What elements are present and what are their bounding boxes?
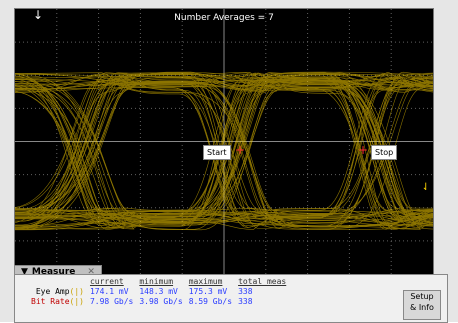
eye-amp-text: Eye Amp (35, 287, 70, 296)
eye-trace (15, 79, 433, 228)
eye-trace (15, 81, 433, 220)
start-marker-label[interactable]: Start (203, 145, 231, 160)
eye-amp-minimum: 148.3 mV (139, 287, 178, 296)
stop-marker-label[interactable]: Stop (371, 145, 398, 160)
header-minimum: minimum (139, 277, 174, 286)
eye-trace (15, 207, 433, 225)
eye-trace (15, 90, 433, 230)
number-averages-text: Number Averages = (174, 13, 266, 23)
eye-trace (15, 80, 433, 231)
setup-info-button[interactable]: Setup & Info (403, 290, 441, 320)
bit-rate-minimum: 3.98 Gb/s (139, 297, 183, 306)
bit-rate-maximum: 8.59 Gb/s (188, 297, 233, 306)
marker-swatch-icon: (|) (69, 297, 84, 306)
bit-rate-text: Bit Rate (31, 297, 70, 306)
bit-rate-current: 7.98 Gb/s (89, 297, 134, 306)
eye-amp-label[interactable]: Eye Amp(|) (31, 287, 90, 297)
trigger-level-icon: ⇃ (421, 182, 430, 193)
eye-traces (15, 71, 433, 231)
eye-trace (15, 75, 433, 227)
eye-trace (15, 72, 433, 231)
eye-diagram: + + (15, 9, 433, 274)
measure-header-blank (31, 277, 90, 287)
eye-trace (15, 210, 433, 230)
setup-label: Setup (410, 292, 434, 301)
scope-display: + + Number Averages = 7 ↓ ⇃ Start Stop (14, 8, 434, 275)
eye-trace (15, 79, 433, 227)
eye-trace (15, 73, 433, 227)
table-row: Eye Amp(|) 174.1 mV 148.3 mV 175.3 mV 33… (31, 287, 292, 297)
eye-trace (15, 72, 433, 228)
header-current: current (89, 277, 124, 286)
eye-trace (15, 84, 433, 218)
eye-trace (15, 72, 433, 209)
eye-trace (15, 80, 433, 222)
eye-trace (15, 82, 433, 216)
eye-amp-total: 338 (238, 287, 253, 296)
eye-amp-current: 174.1 mV (89, 287, 129, 296)
close-icon[interactable]: ✕ (87, 267, 95, 277)
table-row: Bit Rate(|) 7.98 Gb/s 3.98 Gb/s 8.59 Gb/… (31, 297, 292, 307)
trigger-top-icon: ↓ (33, 8, 44, 22)
eye-trace (15, 72, 433, 220)
bit-rate-total: 338 (238, 297, 253, 306)
eye-trace (15, 71, 433, 221)
eye-trace (15, 79, 433, 230)
info-label: & Info (410, 303, 434, 312)
eye-trace (15, 78, 433, 230)
stop-cross-marker: + (358, 143, 368, 157)
eye-trace (15, 78, 433, 231)
marker-swatch-icon: (|) (69, 287, 84, 296)
start-cross-marker: + (235, 143, 245, 157)
eye-trace (15, 79, 433, 228)
eye-trace (15, 73, 433, 227)
number-averages-value: 7 (268, 13, 274, 23)
chevron-down-icon: ▼ (21, 267, 28, 277)
eye-trace (15, 209, 433, 230)
eye-trace (15, 74, 433, 228)
bit-rate-label[interactable]: Bit Rate(|) (31, 297, 90, 307)
eye-trace (15, 75, 433, 226)
measure-tab-label: Measure (31, 267, 76, 277)
eye-trace (15, 91, 433, 230)
eye-trace (15, 77, 433, 228)
header-total: total meas (238, 277, 287, 286)
header-maximum: maximum (188, 277, 223, 286)
eye-trace (15, 72, 433, 230)
eye-amp-maximum: 175.3 mV (188, 287, 228, 296)
eye-trace (15, 76, 433, 227)
eye-trace (15, 78, 433, 226)
eye-trace (15, 73, 433, 221)
eye-trace (15, 76, 433, 223)
eye-trace (15, 72, 433, 229)
eye-trace (15, 72, 433, 229)
measure-panel: current minimum maximum total meas Eye A… (14, 274, 448, 323)
eye-trace (15, 72, 433, 226)
eye-trace (15, 72, 433, 222)
eye-trace (15, 72, 433, 209)
measure-table: current minimum maximum total meas Eye A… (31, 277, 292, 307)
number-averages-label: Number Averages = 7 (15, 13, 433, 23)
